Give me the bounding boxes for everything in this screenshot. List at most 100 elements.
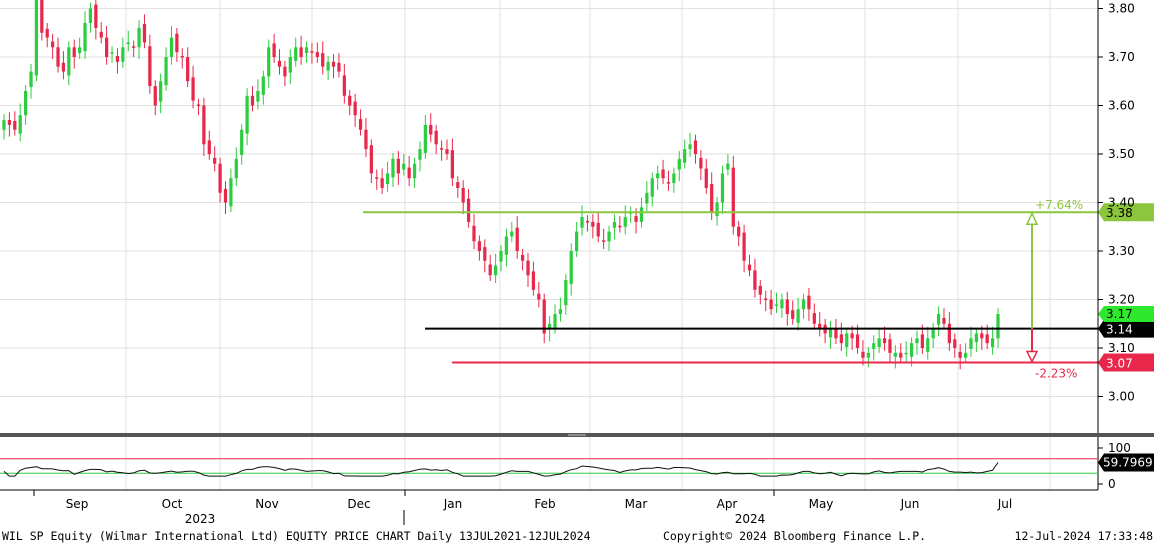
candle-body	[483, 247, 487, 261]
candle-body	[839, 334, 843, 344]
candle	[807, 287, 811, 321]
candle	[132, 40, 136, 57]
candle-body	[223, 188, 228, 203]
grid-layer	[0, 0, 1098, 490]
candle-body	[580, 217, 584, 228]
candle-body	[148, 46, 152, 87]
candle-body	[602, 240, 606, 242]
candle-body	[450, 150, 455, 179]
candle-body	[634, 216, 638, 222]
candle-body	[931, 328, 935, 339]
candle-body	[267, 47, 271, 77]
x-tick-label: Feb	[534, 497, 555, 511]
candle-body	[893, 352, 897, 357]
candle-body	[337, 62, 341, 72]
candle	[774, 292, 779, 314]
candle-body	[737, 226, 741, 237]
candle	[429, 113, 433, 143]
candle	[78, 37, 82, 59]
candle	[207, 130, 211, 160]
level-badge-middle	[1098, 319, 1154, 338]
candle-body	[310, 51, 314, 53]
candle-body	[801, 299, 806, 310]
candle-body	[67, 47, 71, 76]
candle-body	[29, 71, 33, 88]
candle	[83, 11, 87, 59]
candle-body	[882, 338, 887, 344]
candle	[353, 93, 357, 127]
candle	[299, 35, 303, 65]
candle	[34, 0, 39, 82]
candle-body	[18, 115, 22, 134]
rsi-current-badge	[1098, 453, 1154, 472]
x-tick-label: Apr	[717, 497, 738, 511]
y-tick-label: 3.60	[1108, 99, 1135, 113]
candle-body	[202, 105, 206, 145]
candle	[94, 0, 98, 40]
candle-body	[758, 285, 762, 295]
candle-body	[909, 343, 914, 357]
candle	[304, 41, 309, 63]
candle	[402, 154, 406, 176]
candle-body	[445, 149, 449, 154]
candle	[537, 282, 541, 308]
candle	[310, 43, 314, 64]
footer-timestamp: 12-Jul-2024 17:33:48	[1015, 529, 1154, 543]
candle	[656, 165, 660, 190]
candle-body	[412, 163, 417, 179]
y-tick-label: 3.50	[1108, 147, 1135, 161]
candle	[240, 123, 244, 165]
candle	[169, 25, 174, 65]
candle-body	[753, 270, 757, 290]
candle	[699, 150, 703, 181]
x-tick-label: Mar	[625, 497, 648, 511]
candle	[704, 158, 708, 194]
annotations-layer: 3.38 3.14 3.07 3.17 +7.64% -2.23%	[363, 198, 1154, 381]
candle	[13, 111, 17, 136]
candle-body	[720, 173, 725, 203]
candle	[947, 312, 952, 351]
candle-body	[812, 313, 816, 324]
candle-body	[342, 75, 346, 96]
candle	[936, 306, 941, 337]
candle-body	[704, 168, 708, 188]
candle-body	[191, 77, 195, 101]
candle-body	[13, 121, 17, 130]
candle	[963, 343, 968, 364]
candle	[396, 151, 400, 186]
candle	[283, 60, 287, 87]
candle	[477, 235, 482, 261]
candle-body	[88, 8, 93, 24]
candle-body	[272, 43, 276, 57]
candle-body	[785, 299, 789, 315]
candle-body	[672, 173, 676, 184]
candle-body	[142, 24, 147, 43]
candle	[364, 118, 368, 157]
rsi-panel: 100 0 59.7969	[0, 437, 1154, 491]
candle-body	[596, 222, 600, 237]
candle	[769, 289, 773, 316]
candle-body	[34, 0, 39, 76]
candle	[202, 97, 206, 156]
candle	[326, 56, 330, 81]
candle-body	[283, 66, 287, 77]
candle-body	[515, 227, 519, 251]
candle	[45, 23, 49, 48]
candle-body	[196, 104, 201, 107]
x-tick-label: Jun	[900, 497, 920, 511]
candle-body	[180, 56, 184, 58]
candle	[801, 293, 806, 319]
candle-body	[288, 57, 292, 73]
candle-body	[331, 61, 336, 67]
candle	[23, 85, 28, 125]
candle	[661, 159, 665, 185]
candle-body	[40, 0, 44, 33]
rsi-y-tick-label: 100	[1108, 441, 1131, 455]
candle	[499, 245, 503, 272]
candle	[812, 303, 816, 330]
candle-body	[855, 334, 860, 348]
candle-body	[834, 328, 838, 339]
candle-body	[980, 333, 984, 339]
candle-body	[688, 144, 692, 150]
